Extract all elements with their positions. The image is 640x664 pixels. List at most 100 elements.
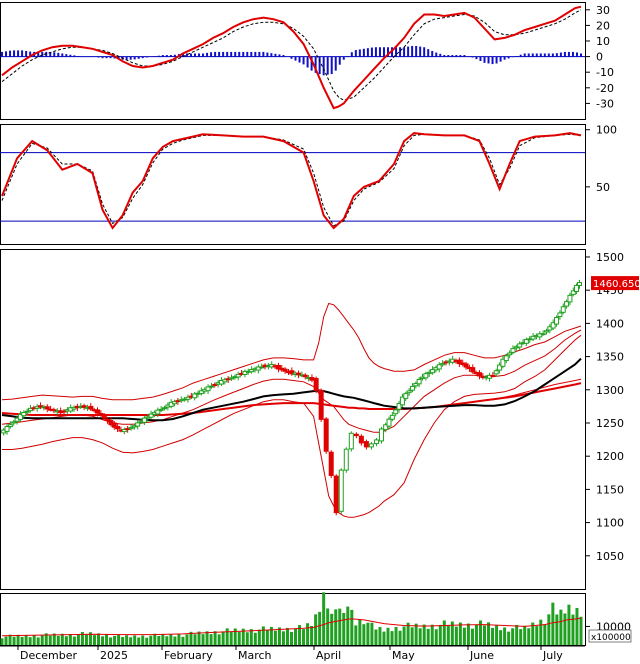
date-tick-label: March [238,649,272,662]
volume-unit-label: x100000 [591,633,631,643]
macd-histogram-bar [113,56,116,59]
candle-up [348,432,354,450]
volume-bar [442,620,446,645]
volume-bar [382,631,386,645]
macd-histogram-bar [362,48,365,57]
macd-histogram-bar [563,51,566,57]
volume-bar [253,632,257,645]
macd-histogram-bar [13,50,16,57]
volume-bar [48,635,52,645]
volume-bar [306,623,310,645]
candle-down [313,377,319,391]
volume-bar [551,602,555,645]
macd-histogram-bar [226,51,229,57]
candle-up [198,390,204,395]
volume-bar [249,629,253,645]
macd-histogram-bar [419,46,422,57]
volume-bar [579,616,583,645]
volume-bar [285,627,289,645]
candle-down [363,441,369,448]
macd-histogram-bar [282,55,285,57]
macd-histogram-bar [475,56,478,60]
candle-up [500,358,506,367]
macd-histogram-bar [5,51,8,57]
macd-histogram-bar [342,56,345,60]
candle-up [430,369,436,374]
macd-histogram-bar [459,55,462,57]
volume-bar [374,629,378,645]
candle-up [158,408,164,411]
candle-down [51,409,57,412]
candle-up [229,377,235,380]
volume-bar [430,624,434,645]
macd-histogram-bar [262,51,265,57]
candle-up [4,426,10,432]
candle-down [282,368,288,372]
candle-up [416,378,422,385]
volume-bar [117,634,121,645]
volume-bar [527,628,531,645]
volume-bar [281,631,285,645]
volume-bar [503,627,507,645]
macd-histogram-bar [105,56,108,59]
macd-histogram-bar [374,47,377,57]
volume-bar [12,636,16,645]
date-tick-label: December [20,649,78,662]
candle-down [115,426,121,430]
macd-histogram-bar [531,53,534,57]
date-tick-label: 2025 [100,649,128,662]
volume-bar [28,637,32,645]
volume-bar [84,634,88,645]
last-price-label: 1460.650 [593,279,640,290]
candle-up [399,396,405,406]
macd-histogram-bar [547,53,550,57]
price-axis-tick-label: 1350 [596,351,624,364]
stochastic-panel: 100 50 [0,124,617,245]
macd-histogram-bar [350,52,353,57]
candle-up [503,355,509,362]
candle-up [393,409,399,415]
volume-bar [257,629,261,645]
volume-bar [36,637,40,645]
macd-histogram-bar [463,55,466,57]
volume-bar [511,628,515,645]
macd-histogram-bar [137,56,140,59]
macd-histogram-bar [161,55,164,57]
volume-bar [294,628,298,645]
macd-histogram-bar [314,56,317,73]
volume-bar [141,635,145,645]
macd-histogram-bar [334,56,337,71]
candle-up [423,373,429,379]
volume-bar [539,619,543,645]
candle-down [275,364,281,370]
volume-bar [225,628,229,645]
macd-histogram-bar [125,56,128,60]
date-tick-label: May [392,649,415,662]
macd-histogram-bar [101,56,104,59]
volume-bar [354,625,358,645]
macd-histogram-bar [141,56,144,59]
macd-histogram-bar [97,56,100,58]
macd-histogram-bar [189,53,192,57]
volume-bar [101,636,105,645]
candle-up [409,385,415,391]
macd-histogram-bar [366,48,369,57]
macd-histogram-bar [567,51,570,57]
volume-bar [523,625,527,645]
macd-histogram-bar [169,55,172,57]
macd-histogram-bar [471,56,474,58]
macd-histogram-bar [310,56,313,71]
volume-bar [72,636,76,645]
macd-histogram-bar [274,53,277,57]
volume-bar [205,631,209,645]
volume-bar [470,628,474,645]
volume-bar [434,629,438,645]
volume-bar [474,624,478,645]
candle-up [172,401,178,405]
volume-bar [507,631,511,645]
volume-bar [213,631,217,645]
volume-bar [189,631,193,645]
volume-bar [330,613,334,645]
